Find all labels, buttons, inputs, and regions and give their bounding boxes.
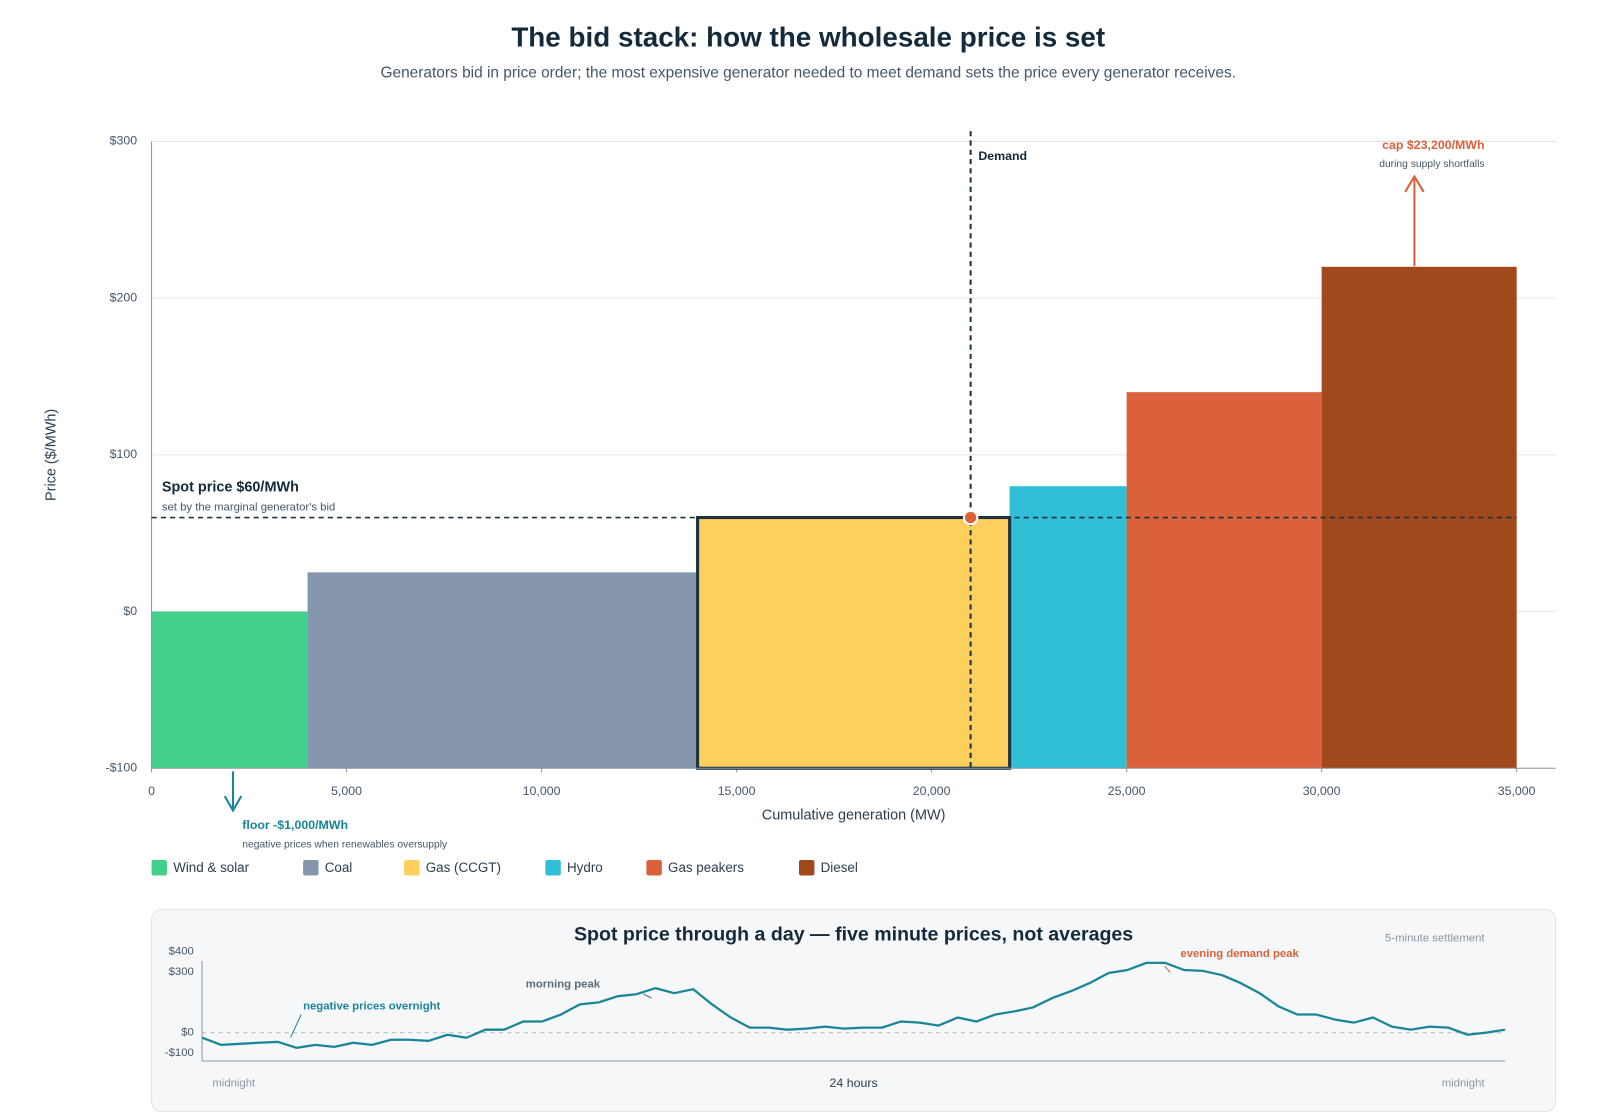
- bid-stack-plot: -$100 $0 $100 $200 $300 0 5,000 10,000 15,000 20,…: [105, 131, 1556, 798]
- legend-swatch: [646, 860, 662, 876]
- price-line: [201, 961, 1506, 1049]
- inset-note: 5-minute settlement: [1385, 932, 1485, 944]
- chart-subtitle: Generators bid in price order; the most …: [380, 64, 1236, 81]
- legend-swatch: [545, 860, 561, 876]
- x-tick-label: 25,000: [1108, 784, 1146, 798]
- inset-annotation: morning peak: [526, 979, 601, 991]
- x-tick-label: 15,000: [718, 784, 756, 798]
- y-tick-label: -$100: [165, 1047, 194, 1059]
- bar: [1321, 266, 1517, 769]
- x-tick-label: 0: [148, 784, 155, 798]
- floor-note: negative prices when renewables oversupp…: [242, 839, 448, 850]
- y-axis-label: Price ($/MWh): [43, 409, 59, 501]
- y-tick-label: -$100: [105, 761, 137, 775]
- y-tick-label: $0: [181, 1027, 194, 1039]
- leader: [643, 993, 652, 999]
- leader: [1164, 965, 1171, 973]
- x-label: 24 hours: [830, 1076, 878, 1090]
- y-tick-label: $300: [110, 134, 138, 148]
- inset-title: Spot price through a day — five minute p…: [574, 923, 1133, 945]
- legend-swatch: [303, 860, 319, 876]
- x-tick-label: 10,000: [523, 784, 561, 798]
- inset-annotation: evening demand peak: [1180, 948, 1299, 960]
- legend-label: Diesel: [821, 860, 858, 875]
- x-tick-label: 5,000: [331, 784, 362, 798]
- bar: [1126, 392, 1322, 769]
- spot-note: set by the marginal generator's bid: [162, 501, 335, 513]
- legend-label: Hydro: [567, 860, 603, 875]
- y-tick-label: $200: [110, 290, 138, 304]
- legend-swatch: [404, 860, 420, 876]
- leader: [290, 1014, 302, 1038]
- y-tick-label: $300: [169, 966, 194, 978]
- cap-annotation: cap $23,200/MWh: [1382, 138, 1484, 152]
- x-tick-label: 35,000: [1498, 784, 1536, 798]
- legend-swatch: [151, 860, 168, 876]
- x-tick-label: 20,000: [913, 784, 951, 798]
- clearing-point: [962, 509, 979, 526]
- bar: [696, 515, 1012, 770]
- legend: Wind & solar Coal Gas (CCGT) Hydro Gas peake…: [151, 860, 858, 876]
- legend-label: Wind & solar: [173, 860, 249, 875]
- y-tick-label: $0: [123, 604, 137, 618]
- x-tick-label: 30,000: [1303, 784, 1341, 798]
- floor-annotation: floor -$1,000/MWh: [242, 818, 348, 832]
- legend-label: Gas peakers: [668, 860, 744, 875]
- bar: [1009, 486, 1127, 769]
- legend-label: Coal: [325, 860, 353, 875]
- x-label: midnight: [1442, 1078, 1486, 1090]
- chart-title: The bid stack: how the wholesale price i…: [511, 22, 1105, 53]
- bar: [151, 611, 308, 769]
- y-tick-label: $100: [110, 447, 138, 461]
- inset-annotation: negative prices overnight: [303, 1000, 440, 1012]
- x-axis-label: Cumulative generation (MW): [762, 807, 946, 823]
- x-label: midnight: [212, 1078, 256, 1090]
- floor-arrow: [223, 771, 243, 813]
- y-tick-label: $400: [169, 946, 194, 958]
- legend-swatch: [798, 860, 815, 876]
- cap-arrow: [1404, 174, 1425, 267]
- bar: [307, 572, 698, 769]
- spot-annotation: Spot price $60/MWh: [162, 480, 299, 496]
- demand-label: Demand: [978, 149, 1027, 163]
- inset-plot: -$100 $0 $300 $400: [165, 946, 1506, 1062]
- cap-note: during supply shortfalls: [1379, 159, 1484, 170]
- legend-label: Gas (CCGT): [426, 860, 501, 875]
